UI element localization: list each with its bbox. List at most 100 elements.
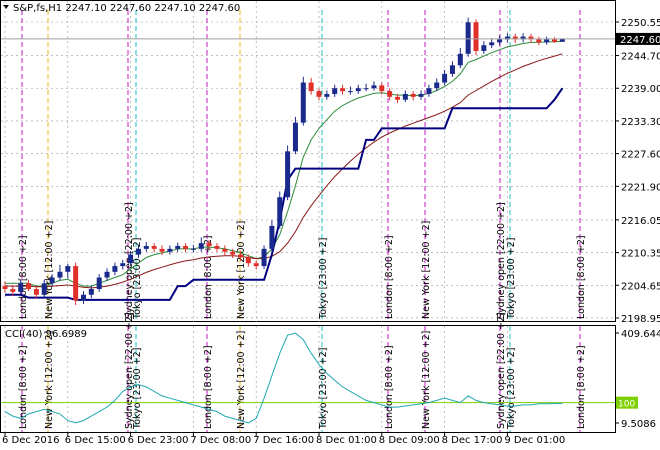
x-tick-label: 6 Dec 2016 (2, 435, 60, 446)
y-tick-label: 2198.95 (621, 314, 660, 325)
candle-body (410, 93, 416, 97)
candle-body (238, 254, 243, 258)
candle-body (112, 266, 118, 272)
candle-body (552, 39, 557, 42)
x-tick-label: 8 Dec 09:00 (379, 435, 440, 446)
candle-body (230, 251, 236, 255)
candle-body (308, 82, 314, 92)
candle-body (465, 22, 471, 54)
session-label: New York [12:00 +2] (44, 221, 55, 319)
candle-body (65, 266, 71, 272)
candle-body (104, 271, 110, 278)
candle-body (528, 36, 534, 40)
price-box (616, 32, 660, 45)
price-label: 2247.60 (620, 35, 660, 46)
session-label: New York [12:00 +2] (236, 331, 247, 429)
candle-body (151, 245, 157, 249)
session-label: London [8:00 +2] (18, 345, 29, 429)
candle-body (363, 88, 369, 90)
indicator-line (5, 87, 564, 301)
session-label: New York [12:00 +2] (421, 331, 432, 429)
candle-body (324, 93, 330, 97)
candle-body (143, 245, 149, 249)
x-tick-label: 8 Dec 17:00 (442, 435, 503, 446)
cci-title: CCI(40) 96.6989 (5, 329, 87, 340)
candle-body (292, 122, 298, 152)
main-frame (0, 0, 616, 322)
candle-body (269, 225, 275, 249)
candle-body (120, 263, 126, 267)
chart-title: S&P,fs,H1 2247.10 2247.60 2247.10 2247.6… (13, 3, 240, 14)
candle-body (559, 38, 565, 42)
candle-body (183, 245, 189, 249)
candle-body (277, 197, 283, 226)
candle-body (49, 277, 55, 284)
candle-body (81, 294, 86, 301)
candle-body (245, 257, 251, 264)
candle-body (159, 248, 165, 252)
y-tick-label: 2210.35 (621, 249, 660, 260)
candle-body (512, 36, 518, 40)
x-tick-label: 7 Dec 08:00 (190, 435, 251, 446)
session-label: Tokyo [23:00 +2] (506, 238, 517, 320)
candle-body (504, 36, 510, 40)
session-label: Tokyo [23:00 +2] (132, 238, 143, 320)
candle-body (520, 36, 526, 40)
candle-body (449, 65, 455, 74)
candle-body (285, 151, 291, 198)
candle-body (10, 289, 16, 292)
candle-body (426, 88, 432, 94)
menu-arrow[interactable] (3, 5, 9, 9)
session-label: New York [12:00 +2] (421, 221, 432, 319)
candle-body (355, 88, 361, 92)
session-label: Tokyo [23:00 +2] (318, 238, 329, 320)
candle-body (167, 248, 173, 252)
candle-body (33, 289, 39, 295)
cci-line (4, 332, 563, 424)
candle-body (481, 45, 487, 51)
candle-body (395, 96, 400, 100)
x-tick-label: 9 Dec 01:00 (504, 435, 565, 446)
candle-body (18, 283, 24, 292)
candle-body (332, 88, 338, 94)
candle-body (214, 245, 220, 249)
y-tick-label: 2221.90 (621, 182, 660, 193)
y-tick-label: 9.5086 (621, 419, 656, 430)
candle-body (536, 39, 542, 43)
session-label: Tokyo [23:00 +2] (506, 348, 517, 430)
candle-body (489, 42, 495, 46)
candle-body (300, 82, 306, 123)
y-tick-label: 2250.55 (621, 18, 660, 29)
x-tick-label: 6 Dec 15:00 (65, 435, 126, 446)
candle-body (73, 266, 79, 301)
candle-body (387, 91, 393, 97)
candle-body (41, 283, 47, 295)
candle-body (96, 277, 102, 290)
y-tick-label: 2216.05 (621, 216, 660, 227)
candle-body (544, 39, 550, 43)
candle-body (418, 93, 424, 97)
x-tick-label: 8 Dec 01:00 (316, 435, 377, 446)
candle-body (371, 85, 377, 89)
y-tick-label: 2239.00 (621, 84, 660, 95)
candle-body (434, 82, 440, 89)
candle-body (261, 248, 267, 267)
candle-body (442, 73, 448, 83)
candle-body (347, 91, 353, 93)
candle-body (2, 286, 8, 290)
session-label: Sydney open [22:00 +2] (124, 312, 135, 429)
session-label: London [8:00 +2] (203, 345, 214, 429)
session-label: London [8:00 +2] (18, 235, 29, 319)
candle-body (402, 93, 408, 100)
candle-body (135, 248, 141, 255)
candle-body (57, 271, 63, 278)
level-label: 100 (618, 400, 635, 410)
y-tick-label: 409.6444 (621, 329, 660, 340)
candle-body (175, 245, 181, 249)
candle-body (88, 289, 94, 295)
x-tick-label: 6 Dec 23:00 (128, 435, 189, 446)
candle-body (473, 22, 479, 51)
y-tick-label: 2244.70 (621, 52, 660, 63)
